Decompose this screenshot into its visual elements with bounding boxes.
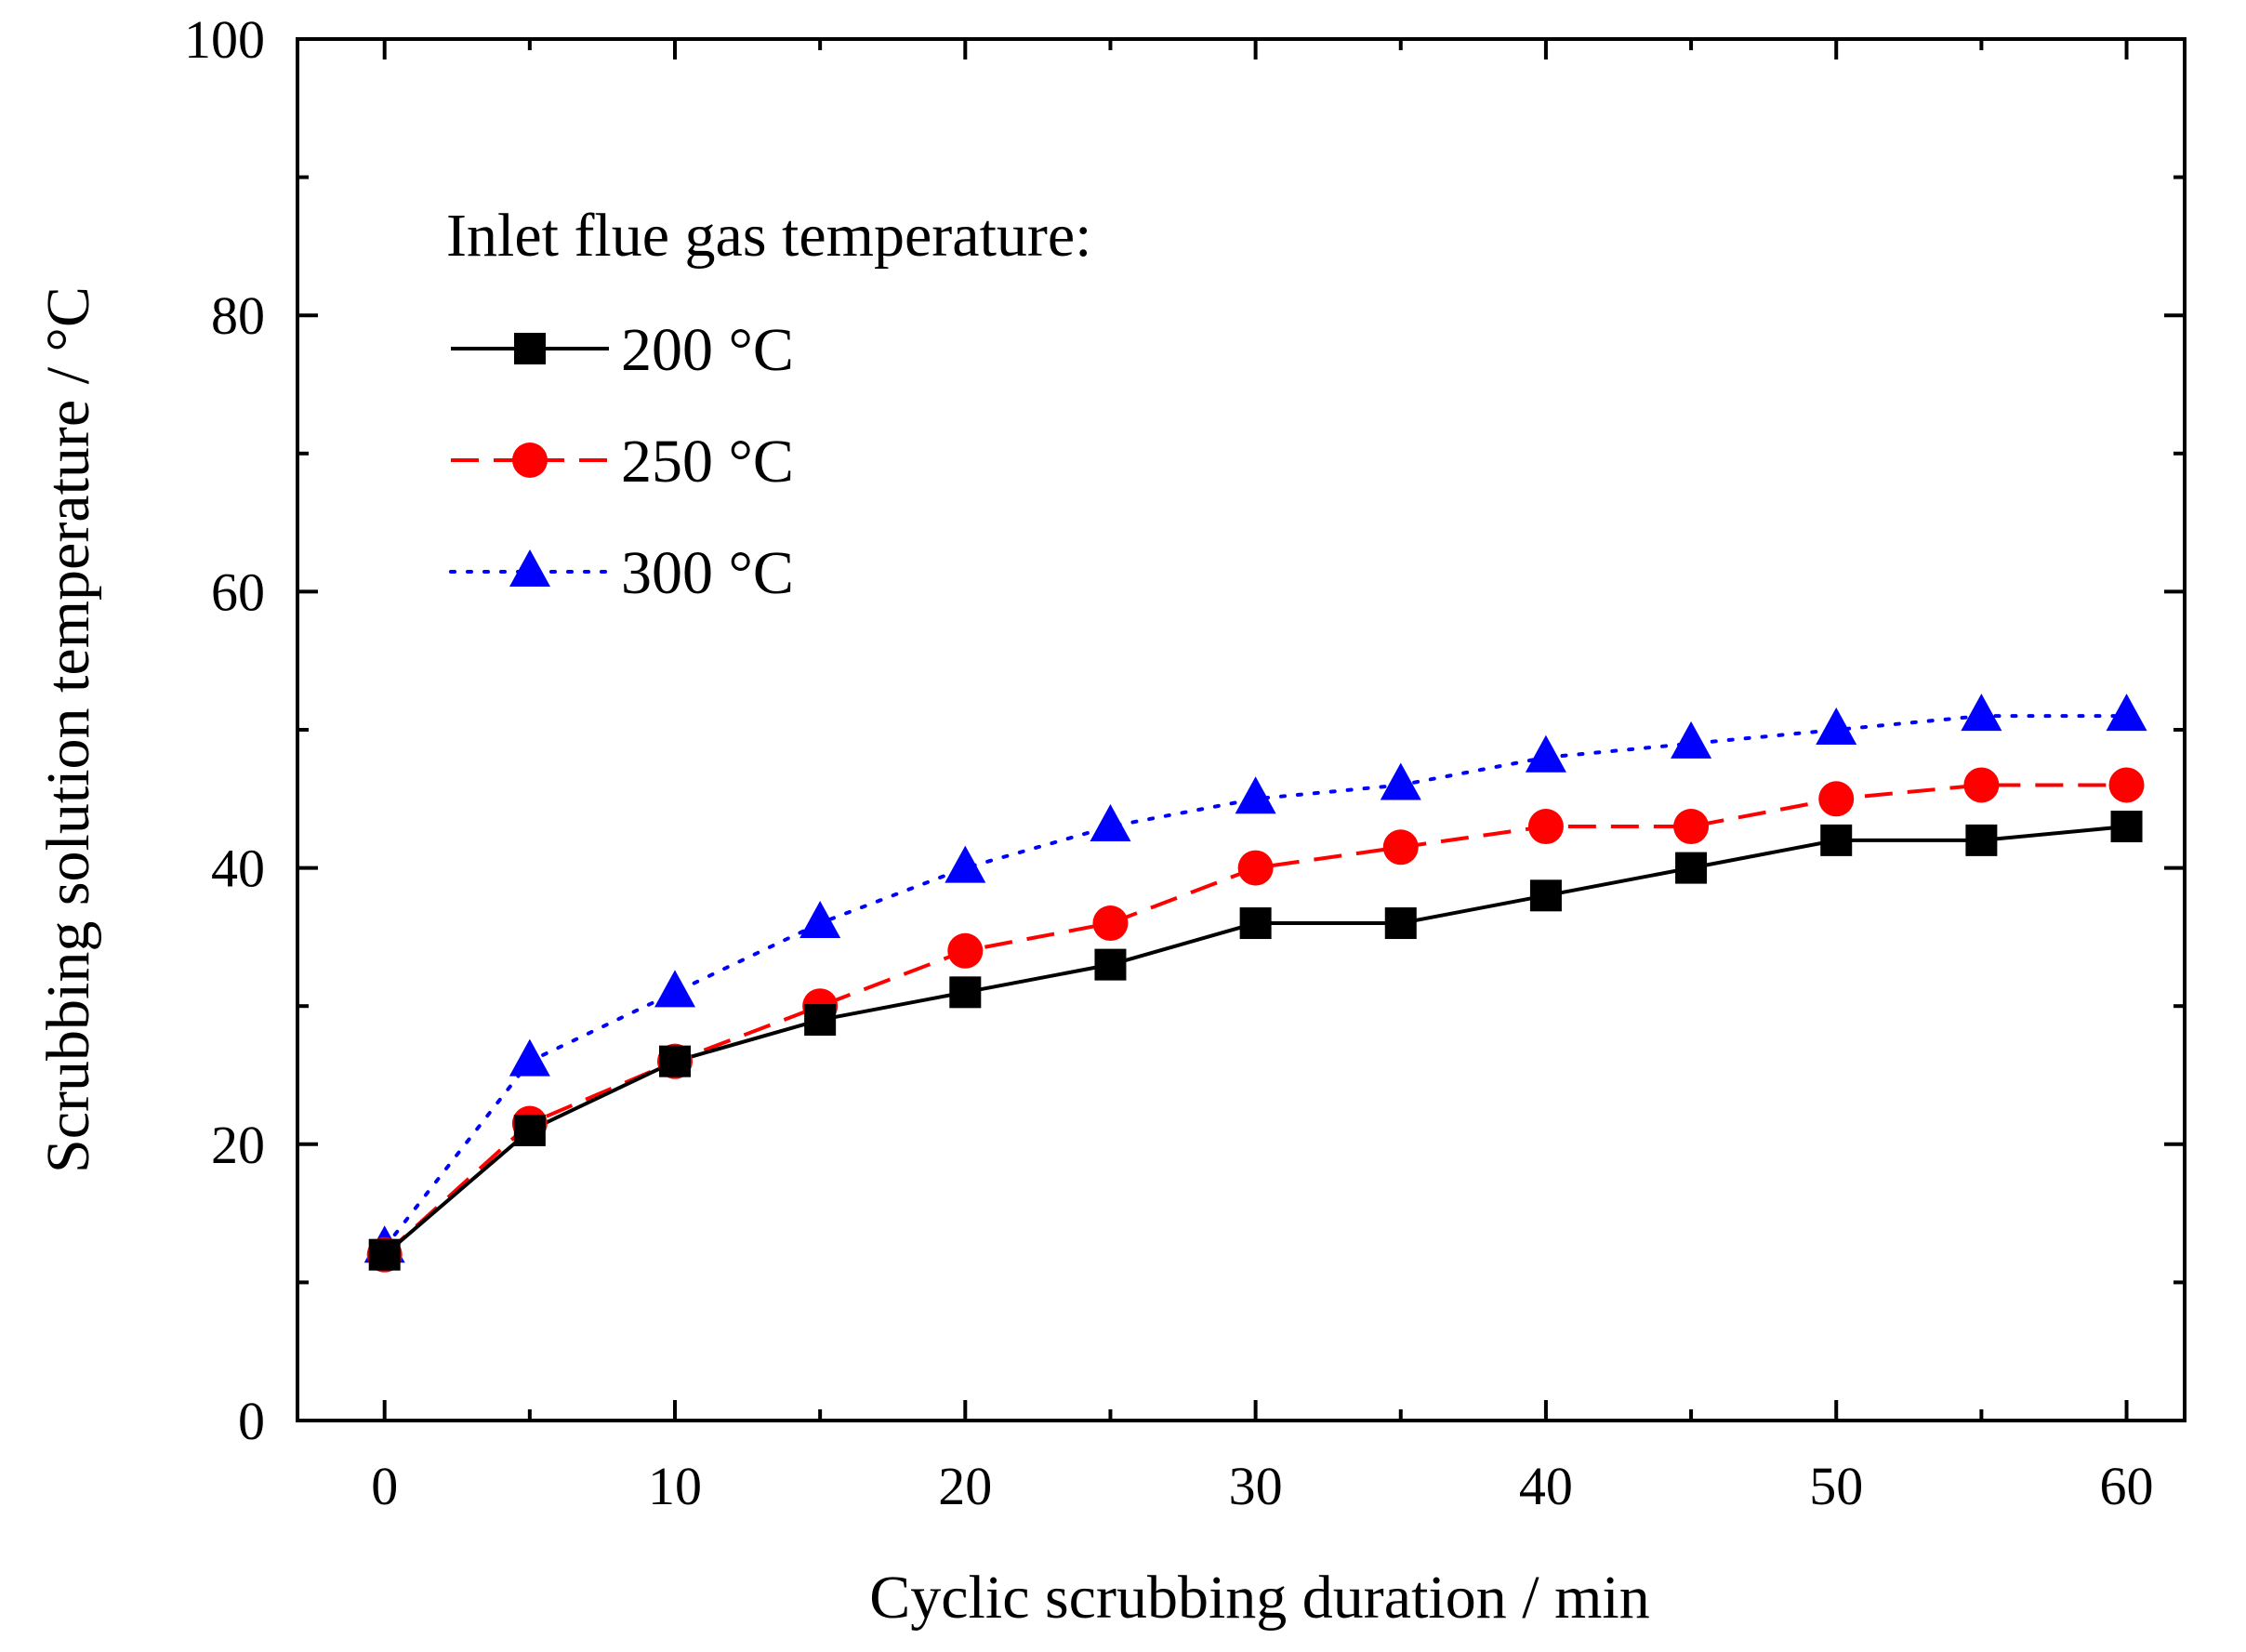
x-tick-label: 10 — [648, 1456, 702, 1516]
data-point-series-1 — [1963, 767, 2000, 803]
data-point-series-1 — [1527, 809, 1564, 845]
data-point-series-2 — [2106, 694, 2147, 732]
data-point-series-0 — [1094, 948, 1127, 981]
data-point-series-2 — [1671, 720, 1712, 759]
legend-marker-2 — [509, 549, 550, 587]
legend-label-1: 250 °C — [621, 428, 794, 496]
y-tick-label: 80 — [211, 285, 265, 346]
data-point-series-1 — [1673, 809, 1710, 845]
axes-layer: 0 10 20 30 40 50 60 0 20 40 60 80 100 — [184, 9, 2187, 1516]
data-point-series-0 — [804, 1004, 837, 1037]
x-tick-label: 50 — [1809, 1456, 1863, 1516]
y-tick-label: 20 — [211, 1115, 265, 1175]
data-point-series-1 — [2108, 767, 2145, 803]
x-tick-label: 20 — [938, 1456, 992, 1516]
data-point-series-0 — [368, 1238, 401, 1271]
data-point-series-1 — [1382, 829, 1419, 866]
y-tick-label: 100 — [184, 9, 265, 70]
data-point-series-0 — [2110, 811, 2143, 843]
x-tick-label: 40 — [1519, 1456, 1573, 1516]
data-point-series-2 — [509, 1038, 550, 1077]
x-axis-title: Cyclic scrubbing duration / min — [869, 1564, 1650, 1632]
data-point-series-2 — [1816, 707, 1857, 745]
data-point-series-0 — [1965, 824, 1998, 856]
data-point-series-0 — [1675, 852, 1708, 884]
y-tick-label: 60 — [211, 562, 265, 622]
data-point-series-0 — [1529, 879, 1562, 912]
data-point-series-2 — [1380, 762, 1421, 800]
y-tick-label: 40 — [211, 839, 265, 899]
data-point-series-0 — [949, 976, 982, 1009]
data-point-series-2 — [1525, 734, 1566, 773]
data-point-series-0 — [513, 1114, 546, 1146]
data-point-series-2 — [654, 970, 695, 1008]
data-point-series-2 — [945, 845, 986, 883]
data-point-series-2 — [1961, 694, 2002, 732]
data-point-series-1 — [1818, 781, 1855, 817]
legend-marker-0 — [514, 333, 546, 364]
data-point-series-0 — [1239, 907, 1272, 940]
series-layer — [363, 694, 2147, 1273]
legend: Inlet flue gas temperature: 200 °C 250 °C… — [446, 202, 1092, 607]
legend-marker-1 — [512, 443, 548, 478]
legend-label-0: 200 °C — [621, 316, 794, 384]
data-point-series-2 — [1235, 776, 1276, 814]
data-point-series-2 — [1090, 804, 1131, 842]
x-tick-label: 60 — [2100, 1456, 2154, 1516]
x-tick-label: 0 — [371, 1456, 398, 1516]
data-point-series-0 — [1820, 824, 1853, 856]
legend-label-2: 300 °C — [621, 539, 794, 607]
y-axis-title: Scrubbing solution temperature / °C — [34, 286, 102, 1173]
data-point-series-2 — [799, 901, 841, 939]
data-point-series-1 — [1092, 905, 1129, 942]
y-tick-label: 0 — [238, 1391, 265, 1451]
data-point-series-1 — [1237, 850, 1274, 886]
data-point-series-1 — [947, 932, 984, 969]
data-point-series-0 — [659, 1045, 691, 1077]
legend-title: Inlet flue gas temperature: — [446, 202, 1092, 270]
x-tick-label: 30 — [1229, 1456, 1283, 1516]
data-point-series-0 — [1384, 907, 1417, 940]
